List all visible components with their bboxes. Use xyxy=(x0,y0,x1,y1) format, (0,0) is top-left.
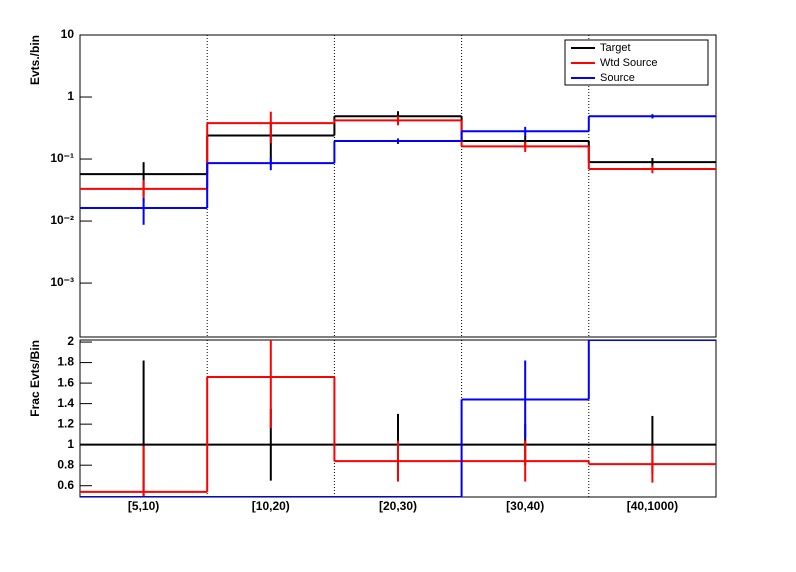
y-axis-label: Evts./bin xyxy=(28,35,42,85)
y-tick-label: 1 xyxy=(67,89,74,103)
series-layer xyxy=(80,111,716,225)
legend-label: Target xyxy=(600,42,631,54)
y-axis-label: Frac Evts/Bin xyxy=(28,340,42,417)
x-tick-label: [10,20) xyxy=(252,499,290,513)
y-tick-label: 10⁻² xyxy=(50,213,74,227)
x-tick-label: [5,10) xyxy=(128,499,159,513)
plot-frame xyxy=(79,34,717,338)
series-layer xyxy=(80,340,716,497)
x-tick-label: [40,1000) xyxy=(627,499,678,513)
y-tick-label: 1 xyxy=(67,437,74,451)
y-tick-label: 1.4 xyxy=(57,396,74,410)
x-tick-label: [20,30) xyxy=(379,499,417,513)
legend-label: Wtd Source xyxy=(600,57,657,69)
legend-label: Source xyxy=(600,72,635,84)
y-tick-label: 0.8 xyxy=(57,457,74,471)
y-tick-label: 1.6 xyxy=(57,375,74,389)
y-tick-label: 1.2 xyxy=(57,416,74,430)
y-tick-label: 0.6 xyxy=(57,478,74,492)
y-tick-label: 10⁻¹ xyxy=(50,151,74,165)
x-tick-label: [30,40) xyxy=(506,499,544,513)
y-tick-label: 2 xyxy=(67,334,74,348)
y-tick-label: 1.8 xyxy=(57,355,74,369)
y-tick-label: 10⁻³ xyxy=(50,275,74,289)
y-tick-label: 10 xyxy=(61,27,75,41)
